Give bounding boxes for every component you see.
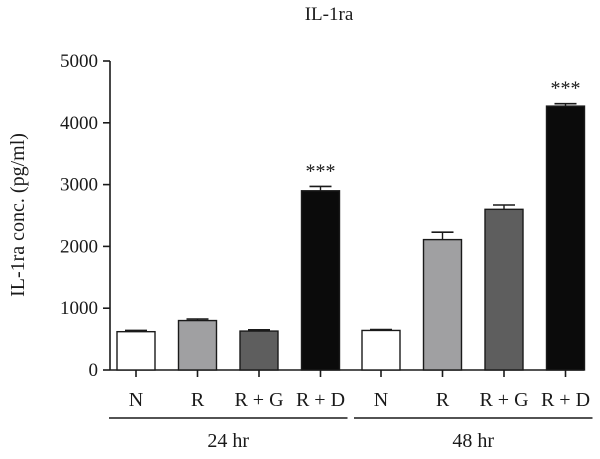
y-axis-label: IL-1ra conc. (pg/ml)	[7, 133, 29, 297]
bar-48hr-3	[545, 105, 586, 371]
x-tick-label-1-0: N	[374, 389, 388, 411]
x-tick-label-1-1: R	[436, 389, 450, 411]
axes: 0 1000 2000 3000 4000 5000	[60, 51, 584, 381]
y-tick-label-3: 3000	[60, 175, 98, 196]
x-axis-labels: N R R + G R + D N R R + G R + D	[129, 389, 590, 411]
x-tick-label-0-2: R + G	[234, 389, 283, 411]
x-tick-label-1-2: R + G	[479, 389, 528, 411]
x-tick-label-1-3: R + D	[541, 389, 590, 411]
y-tick-label-5: 5000	[60, 51, 98, 72]
x-tick-label-0-0: N	[129, 389, 143, 411]
bars: *** ***	[116, 78, 586, 371]
bar-24hr-2	[239, 330, 279, 371]
chart-title: IL-1ra	[305, 4, 354, 25]
group-labels: 24 hr 48 hr	[109, 417, 593, 452]
y-tick-label-4: 4000	[60, 113, 98, 134]
x-tick-label-0-3: R + D	[296, 389, 345, 411]
x-tick-label-0-1: R	[191, 389, 205, 411]
bar-24hr-1	[177, 319, 218, 371]
group-label-0: 24 hr	[207, 430, 249, 452]
group-label-1: 48 hr	[452, 430, 494, 452]
bar-48hr-1	[422, 238, 463, 371]
significance-label-0-3: ***	[306, 160, 336, 182]
bar-48hr-0	[361, 329, 401, 371]
significance-label-1-3: ***	[551, 78, 581, 100]
bar-48hr-2	[484, 208, 524, 371]
y-tick-label-0: 0	[89, 360, 99, 381]
bar-24hr-3	[300, 190, 341, 371]
bar-24hr-0	[116, 330, 156, 371]
y-tick-label-1: 1000	[60, 298, 98, 319]
y-tick-label-2: 2000	[60, 236, 98, 257]
